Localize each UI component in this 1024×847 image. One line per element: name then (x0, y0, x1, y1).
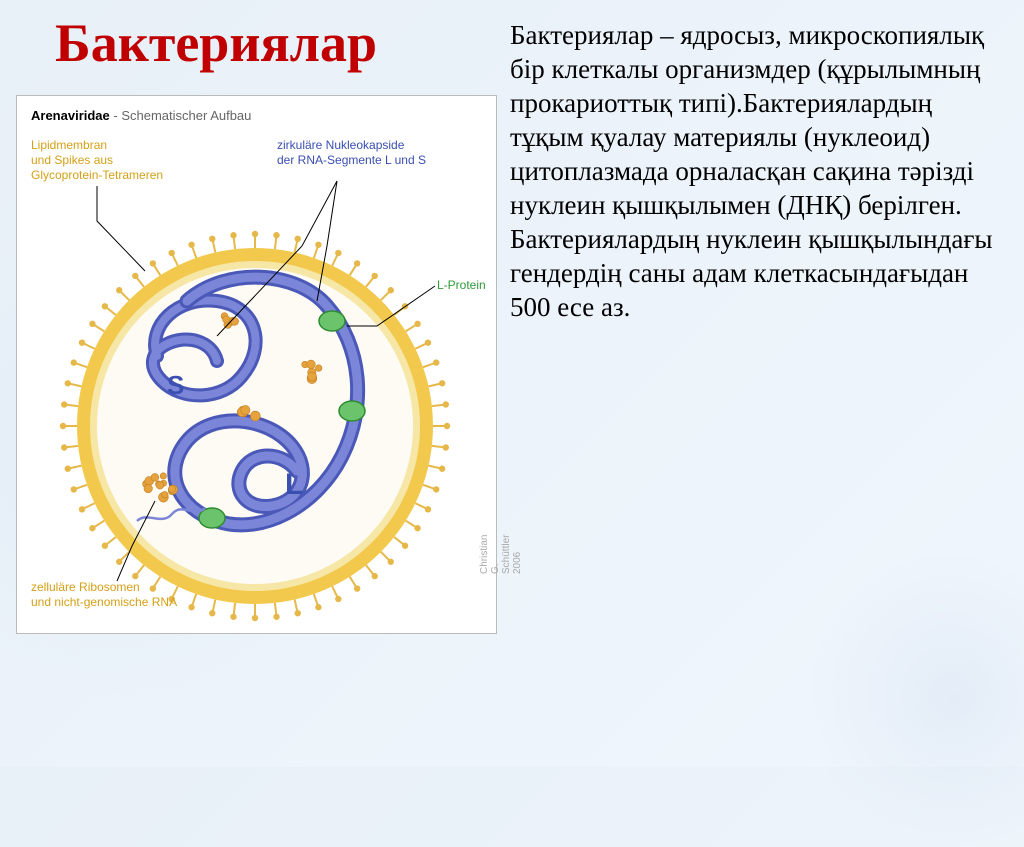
svg-text:L: L (285, 468, 303, 501)
label-ribosome: zelluläre Ribosomen und nicht-genomische… (31, 580, 177, 610)
body-text: Бактериялар – ядросыз, микроскопиялық бі… (510, 18, 1010, 324)
svg-text:S: S (167, 370, 184, 400)
label-lprotein: L-Protein (437, 278, 486, 293)
virus-diagram: Arenaviridae - Schematischer Aufbau SL L… (16, 95, 497, 634)
label-nukleo: zirkuläre Nukleokapside der RNA-Segmente… (277, 138, 426, 168)
virus-svg: SL (17, 126, 498, 626)
diagram-title: Arenaviridae - Schematischer Aufbau (31, 108, 251, 123)
label-lipid: Lipidmembran und Spikes aus Glycoprotein… (31, 138, 163, 183)
diagram-credit: Christian G. Schüttler 2006 (479, 535, 523, 574)
diagram-title-main: Arenaviridae (31, 108, 110, 123)
diagram-title-sub: - Schematischer Aufbau (110, 108, 252, 123)
page-title: Бактериялар (55, 12, 377, 74)
